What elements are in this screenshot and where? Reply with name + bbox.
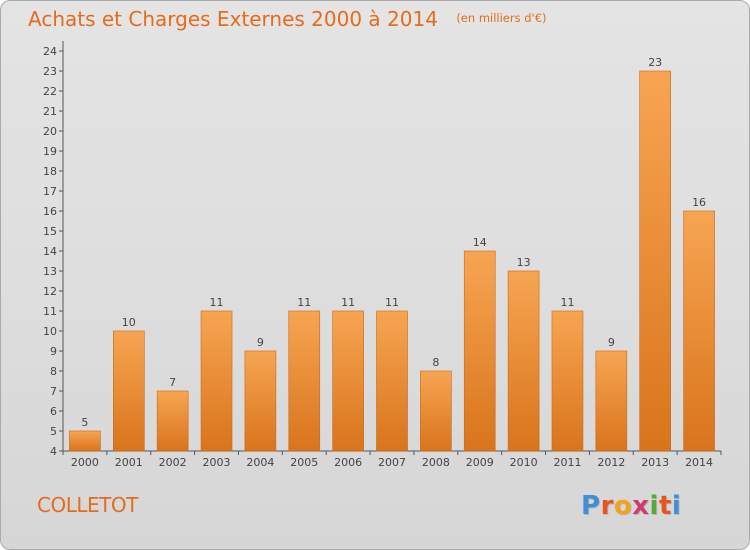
logo-letter: x <box>632 491 650 521</box>
bar <box>551 310 584 452</box>
bar <box>595 350 628 452</box>
data-label: 16 <box>692 196 706 209</box>
proxiti-logo: Proxiti <box>581 491 681 521</box>
bar <box>156 390 189 452</box>
bar <box>683 210 715 452</box>
data-label: 13 <box>517 256 531 269</box>
y-tick-label: 16 <box>43 205 57 218</box>
logo-letter: o <box>613 491 633 521</box>
data-label: 11 <box>297 296 311 309</box>
y-tick-label: 19 <box>43 145 57 158</box>
data-label: 7 <box>169 376 176 389</box>
bar <box>376 310 408 452</box>
data-label: 10 <box>122 316 136 329</box>
data-label: 14 <box>473 236 487 249</box>
y-tick-label: 13 <box>43 265 57 278</box>
y-tick-label: 14 <box>43 245 57 258</box>
logo-letter: r <box>600 491 614 521</box>
data-label: 11 <box>385 296 399 309</box>
y-tick-label: 5 <box>50 425 57 438</box>
logo-letter: i <box>649 491 659 521</box>
x-tick-label: 2004 <box>246 456 274 469</box>
y-tick-label: 12 <box>43 285 57 298</box>
x-tick-label: 2006 <box>334 456 362 469</box>
x-tick-label: 2009 <box>466 456 494 469</box>
y-tick-label: 11 <box>43 305 57 318</box>
x-tick-label: 2012 <box>597 456 625 469</box>
x-tick-label: 2007 <box>378 456 406 469</box>
bar <box>332 310 364 452</box>
y-tick-label: 24 <box>43 45 57 58</box>
chart-subtitle: (en milliers d'€) <box>456 11 547 25</box>
bar <box>463 250 496 452</box>
x-tick-label: 2010 <box>510 456 538 469</box>
x-tick-label: 2002 <box>159 456 187 469</box>
y-tick-label: 4 <box>50 445 57 458</box>
y-tick-label: 10 <box>43 325 57 338</box>
y-tick-label: 21 <box>43 105 57 118</box>
data-label: 11 <box>560 296 574 309</box>
y-tick-label: 8 <box>50 365 57 378</box>
bar <box>639 70 672 452</box>
logo-letter: i <box>671 491 682 521</box>
x-tick-label: 2001 <box>115 456 143 469</box>
chart-title-text: Achats et Charges Externes 2000 à 2014 <box>28 7 438 31</box>
y-tick-label: 6 <box>50 405 57 418</box>
x-tick-label: 2011 <box>553 456 581 469</box>
logo-letter: t <box>658 491 672 521</box>
data-label: 5 <box>81 416 88 429</box>
bar <box>288 310 321 452</box>
data-label: 9 <box>608 336 615 349</box>
y-tick-label: 17 <box>43 185 57 198</box>
y-tick-label: 22 <box>43 85 57 98</box>
bar <box>244 350 277 452</box>
y-tick-label: 9 <box>50 345 57 358</box>
x-tick-label: 2008 <box>422 456 450 469</box>
bar <box>69 430 101 452</box>
x-tick-label: 2003 <box>203 456 231 469</box>
data-label: 11 <box>210 296 224 309</box>
bar <box>420 370 452 452</box>
y-tick-label: 18 <box>43 165 57 178</box>
bar <box>113 330 145 452</box>
y-tick-label: 23 <box>43 65 57 78</box>
commune-name: COLLETOT <box>37 493 138 517</box>
x-tick-label: 2013 <box>641 456 669 469</box>
bar <box>200 310 233 452</box>
x-tick-label: 2014 <box>685 456 713 469</box>
y-tick-label: 15 <box>43 225 57 238</box>
data-label: 11 <box>341 296 355 309</box>
x-tick-label: 2000 <box>71 456 99 469</box>
data-label: 8 <box>432 356 439 369</box>
y-tick-label: 7 <box>50 385 57 398</box>
chart-title: Achats et Charges Externes 2000 à 2014 (… <box>28 7 547 31</box>
data-label: 23 <box>648 56 662 69</box>
logo-letter: P <box>581 491 601 521</box>
data-label: 9 <box>257 336 264 349</box>
x-tick-label: 2005 <box>290 456 318 469</box>
y-tick-label: 20 <box>43 125 57 138</box>
bar <box>507 270 540 452</box>
